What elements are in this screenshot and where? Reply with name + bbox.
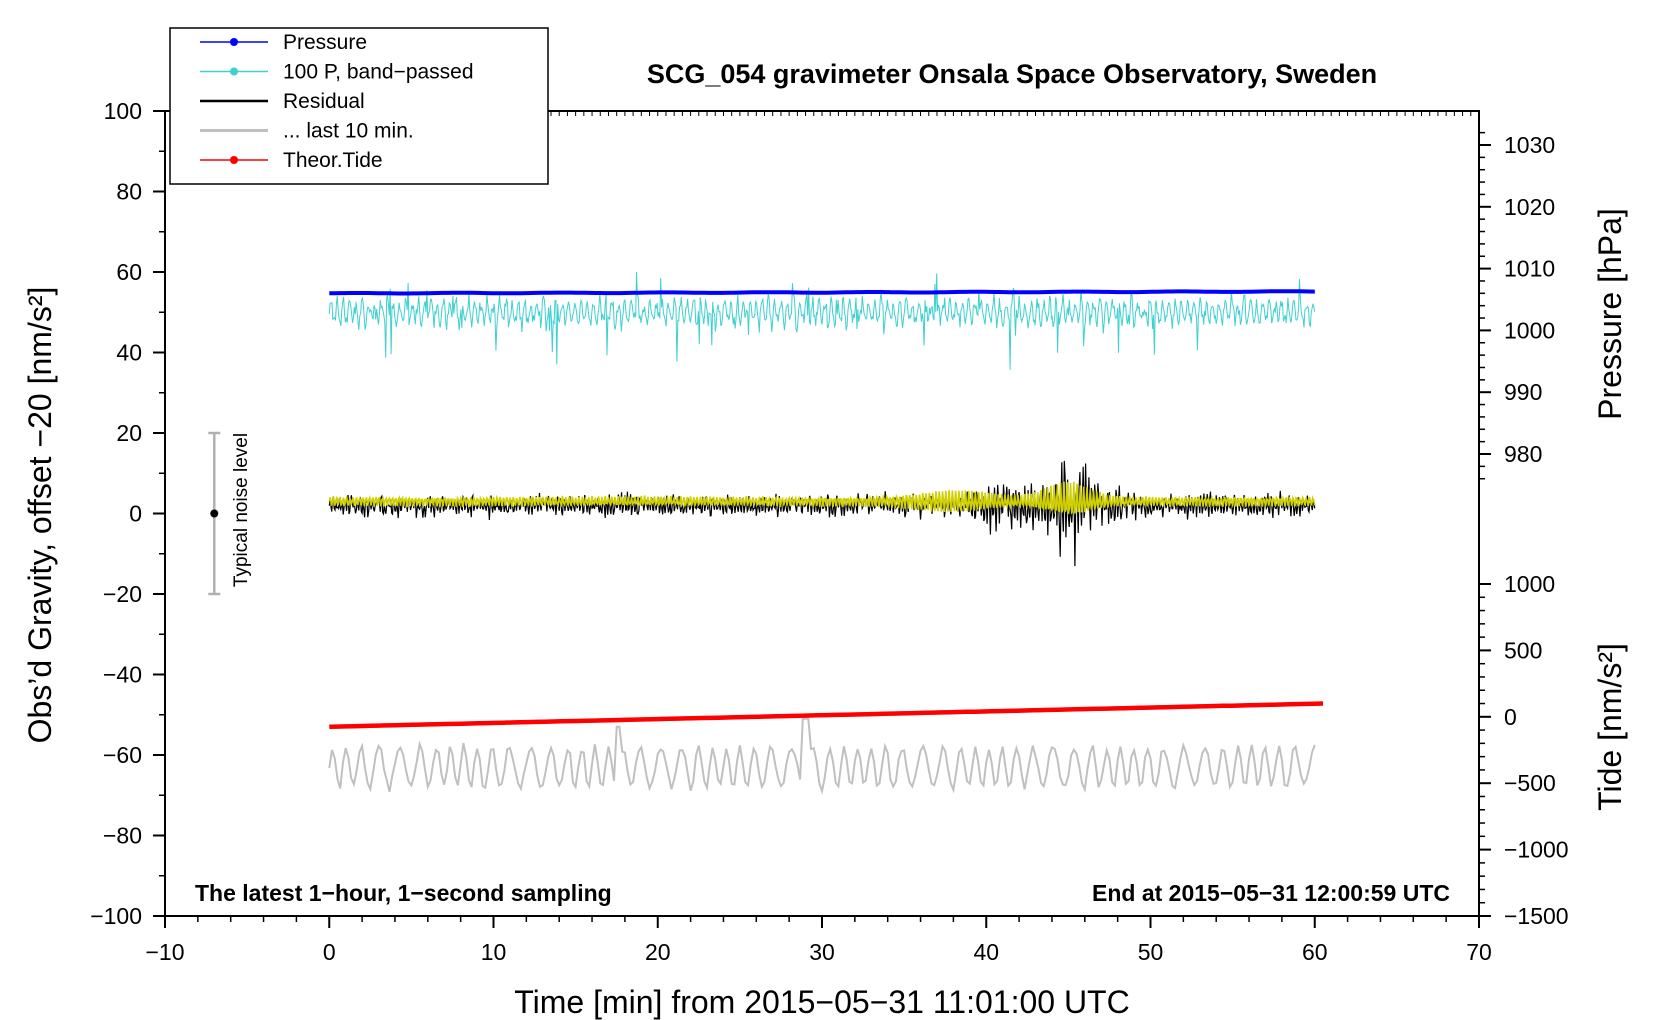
last-10-min-line <box>328 717 1316 795</box>
pressure-axis-title: Pressure [hPa] <box>1592 208 1628 420</box>
y-left-tick-label: −60 <box>103 742 142 768</box>
sampling-note: The latest 1−hour, 1−second sampling <box>195 880 612 906</box>
tide-tick-label: 0 <box>1504 704 1517 730</box>
legend-swatch-marker <box>230 156 238 164</box>
typical-noise-level-bar <box>208 431 221 596</box>
y-left-tick-label: 40 <box>116 340 142 366</box>
tide-tick-label: 500 <box>1504 637 1542 663</box>
legend-label: 100 P, band−passed <box>283 61 474 84</box>
legend-label: Theor.Tide <box>283 149 383 172</box>
x-tick-label: 10 <box>481 939 507 965</box>
theor-tide-line <box>329 701 1324 730</box>
pressure-tick-label: 1000 <box>1504 317 1555 343</box>
x-tick-label: 20 <box>645 939 671 965</box>
series-last-10-min-overlay <box>328 481 1316 515</box>
typical-noise-level-label: Typical noise level <box>231 433 252 587</box>
y-left-tick-label: −40 <box>103 662 142 688</box>
tide-tick-label: 1000 <box>1504 571 1555 597</box>
pressure-tick-label: 1020 <box>1504 194 1555 220</box>
y-left-tick-label: 20 <box>116 420 142 446</box>
pressure-tick-label: 980 <box>1504 441 1542 467</box>
pressure-line <box>329 289 1315 296</box>
y-left-tick-label: −80 <box>103 823 142 849</box>
pressure-tick-label: 1030 <box>1504 132 1555 158</box>
y-left-tick-label: 80 <box>116 179 142 205</box>
legend-swatch-marker <box>230 67 238 76</box>
legend-label: ... last 10 min. <box>283 120 414 143</box>
axis-ticks: −10 0 10 20 30 40 50 60 70100806040200−20−40−60−… <box>90 98 1568 965</box>
left-axis-title: Obs’d Gravity, offset −20 [nm/s²] <box>22 287 58 744</box>
x-tick-label: 70 <box>1466 939 1492 965</box>
x-tick-label: 50 <box>1138 939 1164 965</box>
tide-tick-label: −500 <box>1504 770 1556 796</box>
x-tick-label: 40 <box>973 939 999 965</box>
y-left-tick-label: −20 <box>103 581 142 607</box>
tide-tick-label: −1500 <box>1504 903 1569 929</box>
x-tick-label: 60 <box>1302 939 1328 965</box>
series-band-passed-pressure <box>328 271 1316 370</box>
band-passed-pressure-line <box>328 271 1316 370</box>
x-tick-label: −10 <box>145 939 184 965</box>
pressure-tick-label: 1010 <box>1504 256 1555 282</box>
x-tick-label: 0 <box>323 939 336 965</box>
legend: Pressure 100 P, band−passed Residual ... la… <box>169 27 549 185</box>
noise-bar-point <box>210 509 219 518</box>
chart-title: SCG_054 gravimeter Onsala Space Observat… <box>647 59 1377 89</box>
x-axis-title: Time [min] from 2015−05−31 11:01:00 UTC <box>514 984 1129 1020</box>
end-time-note: End at 2015−05−31 12:00:59 UTC <box>1092 880 1450 906</box>
legend-label: Pressure <box>283 31 367 54</box>
series-last-10-min <box>328 717 1316 795</box>
pressure-tick-label: 990 <box>1504 379 1542 405</box>
legend-swatch-marker <box>230 38 238 46</box>
series-theor-tide <box>329 701 1324 730</box>
legend-label: Residual <box>283 90 365 113</box>
y-left-tick-label: 100 <box>104 98 142 124</box>
tide-axis-title: Tide [nm/s²] <box>1592 643 1628 811</box>
series-pressure <box>329 289 1315 296</box>
y-left-tick-label: −100 <box>90 903 142 929</box>
y-left-tick-label: 0 <box>129 501 142 527</box>
y-left-tick-label: 60 <box>116 259 142 285</box>
x-tick-label: 30 <box>809 939 835 965</box>
last-10-min-overlay-line <box>328 481 1316 515</box>
tide-tick-label: −1000 <box>1504 837 1569 863</box>
